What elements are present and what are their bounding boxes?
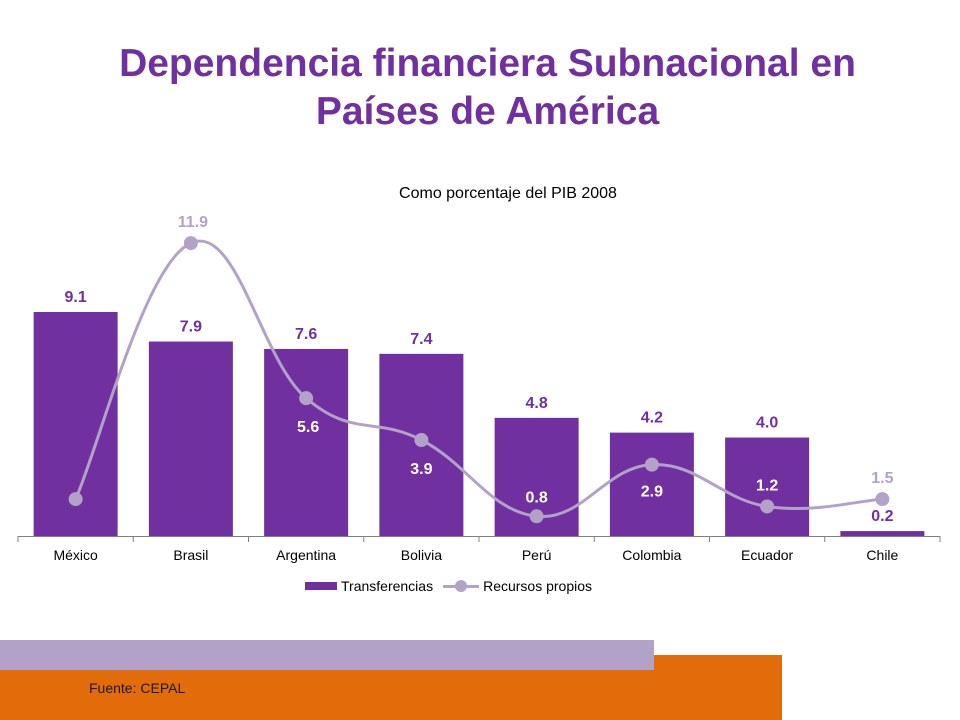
bar-value-label: 7.6 (295, 326, 317, 343)
line-value-label: 3.9 (410, 461, 432, 478)
x-tick-label: Ecuador (741, 547, 793, 563)
line-point (529, 509, 544, 524)
line-value-label: 1.2 (756, 477, 778, 494)
x-tick-label: Colombia (622, 547, 681, 563)
bar (725, 437, 810, 536)
x-tick-label: Brasil (173, 547, 208, 563)
legend-swatch-line (443, 578, 480, 594)
x-tick-label: Bolivia (401, 547, 442, 563)
line-value-label: 2.9 (641, 484, 663, 501)
bar-line-chart: México Brasil Argentina Bolivia Perú Colombia… (17, 214, 941, 563)
bar-value-label: 7.4 (410, 331, 432, 348)
chart-legend: Transferencias Recursos propios (305, 576, 592, 596)
line-value-label: 1.5 (871, 470, 893, 487)
page-title: Dependencia financiera Subnacional en Pa… (0, 40, 960, 136)
line-point (299, 391, 314, 406)
bar (264, 348, 349, 536)
line-value-label: 11.9 (178, 214, 208, 231)
bar (840, 531, 925, 536)
bar-value-label: 7.9 (180, 319, 202, 336)
line-point (183, 236, 198, 251)
x-tick-label: Argentina (276, 547, 336, 563)
line-value-label: 0.8 (526, 489, 548, 506)
bar-value-label: 9.1 (65, 289, 87, 306)
source-note: Fuente: CEPAL (89, 680, 186, 696)
bar-value-label: 4.8 (526, 395, 548, 412)
bar-value-label: 4.0 (756, 415, 778, 432)
legend-item-transferencias: Transferencias (305, 578, 433, 594)
line-point (760, 499, 775, 514)
bar (148, 341, 233, 536)
x-tick-label: México (53, 547, 98, 563)
bar-value-label: 0.2 (871, 508, 893, 525)
line-point (68, 492, 83, 507)
footer-band-lilac (0, 640, 654, 670)
legend-swatch-bar (305, 582, 337, 590)
title-line-2: Países de América (315, 90, 660, 133)
line-value-label: 5.6 (297, 419, 319, 436)
line-point (875, 492, 890, 507)
title-line-1: Dependencia financiera Subnacional en (119, 42, 856, 85)
line-point (414, 433, 429, 447)
chart-subtitle: Como porcentaje del PIB 2008 (399, 185, 617, 202)
bar (609, 432, 694, 536)
line-value-label: 1.5 (49, 466, 71, 483)
x-tick-label: Chile (866, 547, 898, 563)
legend-label-transferencias: Transferencias (341, 578, 434, 594)
legend-label-recursos-propios: Recursos propios (483, 578, 593, 594)
bar-value-label: 4.2 (641, 410, 663, 427)
series-line-recursos-propios (74, 239, 883, 518)
legend-item-recursos-propios: Recursos propios (433, 578, 592, 594)
x-tick-label: Perú (522, 547, 552, 563)
line-point (644, 457, 659, 472)
